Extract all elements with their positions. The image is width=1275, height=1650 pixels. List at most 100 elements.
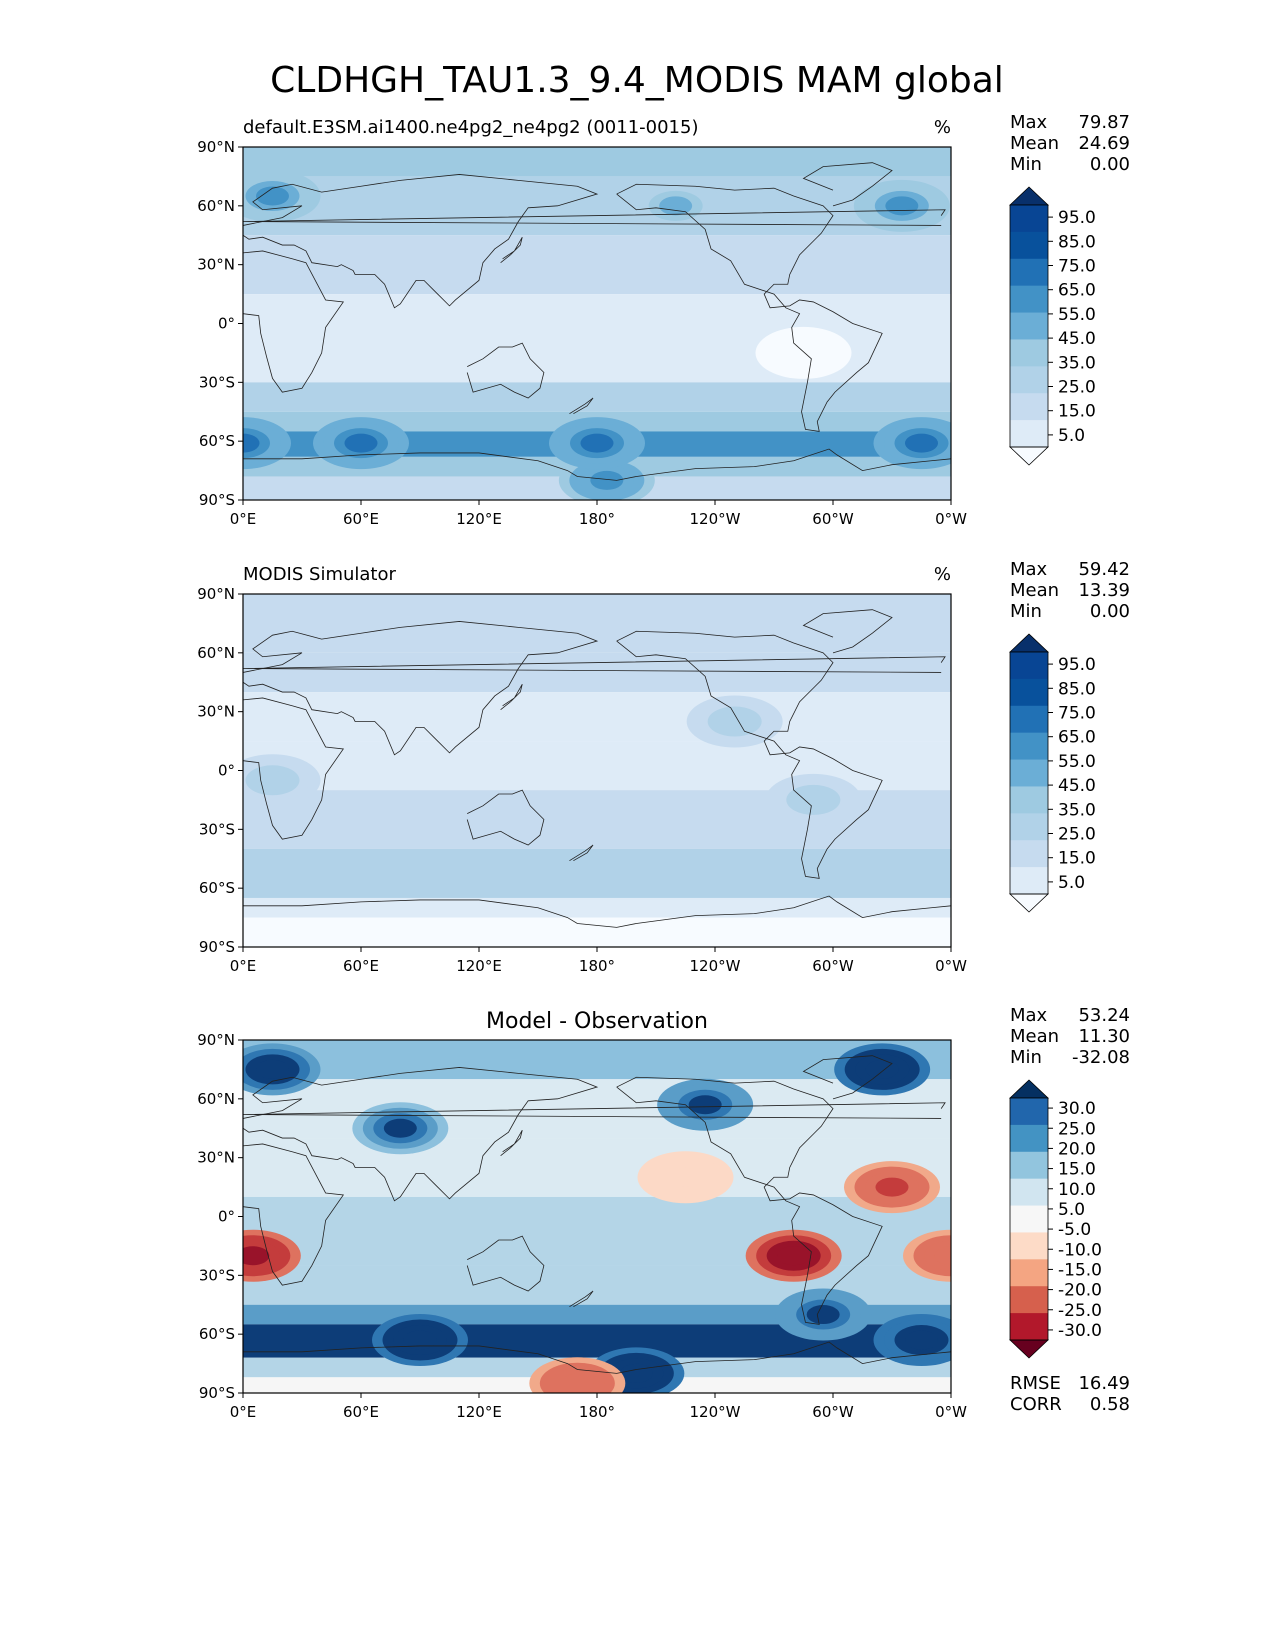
coastline-3-2 xyxy=(243,1067,599,1202)
lat-band-3-1 xyxy=(243,1040,951,1080)
panel-title-3: Model - Observation xyxy=(486,1009,708,1034)
colorbar-label-1-9: 15.0 xyxy=(1058,402,1096,422)
coastline-1-6 xyxy=(802,162,893,207)
panel-units-2: % xyxy=(934,564,951,585)
colorbar-label-1-6: 45.0 xyxy=(1058,329,1096,349)
coastline-3-8 xyxy=(500,1130,523,1157)
lon-tick-label-3-5: 120°W xyxy=(690,1403,741,1421)
colorbar-segment-1-5 xyxy=(1010,312,1048,340)
colorbar-segment-3-9 xyxy=(1010,1313,1048,1341)
anomaly-blob-1-4 xyxy=(590,470,624,490)
colorbar-top-extend-3 xyxy=(1008,1079,1050,1099)
lat-tick-label-3-2: 60°N xyxy=(197,1090,235,1108)
colorbar-label-2-1: 95.0 xyxy=(1058,655,1096,675)
colorbar-segment-2-4 xyxy=(1010,732,1048,761)
coastline-3-7 xyxy=(569,1290,594,1308)
lat-tick-label-2-2: 60°N xyxy=(197,644,235,662)
lon-tick-label-2-2: 60°E xyxy=(343,957,379,975)
colorbar-segment-2-2 xyxy=(1010,678,1048,707)
anomaly-blob-3-3 xyxy=(688,1095,722,1115)
colorbar-top-extend-1 xyxy=(1008,186,1050,206)
anomaly-blob-1-2 xyxy=(659,196,693,216)
extra-stat-value-1: 16.49 xyxy=(1078,1373,1130,1394)
colorbar-label-1-8: 25.0 xyxy=(1058,378,1096,398)
stat-label-1-2: Mean xyxy=(1010,133,1059,154)
coastline-1-3 xyxy=(466,342,545,399)
anomaly-blob-3-12 xyxy=(875,1177,909,1197)
lat-tick-label-1-7: 90°S xyxy=(199,491,235,509)
coastline-1-5 xyxy=(243,448,951,481)
lon-tick-label-3-2: 60°E xyxy=(343,1403,379,1421)
lat-band-3-4 xyxy=(243,1196,951,1266)
colorbar-segment-3-1 xyxy=(1010,1098,1048,1126)
anomaly-blob-2-1 xyxy=(718,711,752,731)
colorbar-segment-2-8 xyxy=(1010,840,1048,868)
coastline-1-2 xyxy=(243,174,599,309)
lat-tick-label-3-6: 60°S xyxy=(199,1325,235,1343)
lat-band-2-7 xyxy=(243,897,951,918)
panel-title-2: MODIS Simulator xyxy=(243,564,396,585)
stat-value-1-2: 24.69 xyxy=(1078,133,1130,154)
anomaly-blob-3-8 xyxy=(806,1305,840,1325)
lon-tick-label-3-7: 0°W xyxy=(935,1403,967,1421)
coastline-2-5 xyxy=(243,895,951,928)
colorbar-segment-1-1 xyxy=(1010,205,1048,233)
colorbar-segment-2-3 xyxy=(1010,705,1048,734)
colorbar-label-2-10: 5.0 xyxy=(1058,873,1085,893)
colorbar-segment-2-7 xyxy=(1010,813,1048,841)
lat-band-2-6 xyxy=(243,848,951,898)
colorbar-label-2-8: 25.0 xyxy=(1058,825,1096,845)
colorbar-segment-1-3 xyxy=(1010,258,1048,287)
lon-tick-label-1-7: 0°W xyxy=(935,510,967,528)
colorbar-segment-1-2 xyxy=(1010,231,1048,260)
colorbar-segment-2-9 xyxy=(1010,867,1048,895)
panel-title-1: default.E3SM.ai1400.ne4pg2_ne4pg2 (0011-… xyxy=(243,117,698,138)
lat-tick-label-2-6: 60°S xyxy=(199,879,235,897)
colorbar-label-3-4: 15.0 xyxy=(1058,1160,1096,1180)
anomaly-blob-3-7 xyxy=(905,1330,938,1350)
colorbar-label-3-5: 10.0 xyxy=(1058,1180,1096,1200)
lat-band-1-4 xyxy=(243,294,951,383)
lat-band-2-2 xyxy=(243,652,951,693)
colorbar-segment-1-8 xyxy=(1010,393,1048,421)
anomaly-blob-3-11 xyxy=(777,1246,811,1266)
colorbar-label-3-12: -30.0 xyxy=(1058,1321,1102,1341)
lat-band-1-5 xyxy=(243,382,951,412)
coastline-3-9 xyxy=(243,1102,946,1119)
colorbar-label-3-6: 5.0 xyxy=(1058,1200,1085,1220)
stat-label-3-3: Min xyxy=(1010,1047,1042,1068)
colorbar-segment-3-6 xyxy=(1010,1232,1048,1260)
lat-tick-label-1-2: 60°N xyxy=(197,197,235,215)
coastline-2-6 xyxy=(802,609,893,654)
anomaly-blob-3-9 xyxy=(243,1246,270,1266)
stat-value-3-1: 53.24 xyxy=(1078,1005,1130,1026)
coastline-1-1 xyxy=(243,250,345,393)
colorbar-label-3-2: 25.0 xyxy=(1058,1119,1096,1139)
colorbar-label-3-8: -10.0 xyxy=(1058,1240,1102,1260)
colorbar-bottom-extend-1 xyxy=(1008,446,1050,466)
colorbar-label-1-2: 85.0 xyxy=(1058,232,1096,252)
colorbar-frame-2 xyxy=(1009,651,1049,895)
colorbar-segment-3-2 xyxy=(1010,1124,1048,1153)
lon-tick-label-1-5: 120°W xyxy=(690,510,741,528)
lat-band-2-8 xyxy=(243,917,951,947)
anomaly-blob-3-14 xyxy=(560,1373,594,1393)
lon-tick-label-1-3: 120°E xyxy=(456,510,502,528)
figure-title: CLDHGH_TAU1.3_9.4_MODIS MAM global xyxy=(270,60,1004,101)
coastline-2-7 xyxy=(569,844,594,862)
anomaly-blob-3-6 xyxy=(403,1330,437,1350)
lat-tick-label-1-6: 60°S xyxy=(199,432,235,450)
stat-label-2-3: Min xyxy=(1010,601,1042,622)
colorbar-label-3-10: -20.0 xyxy=(1058,1281,1102,1301)
lat-tick-label-2-3: 30°N xyxy=(197,703,235,721)
colorbar-segment-2-5 xyxy=(1010,759,1048,787)
lat-tick-label-3-5: 30°S xyxy=(199,1266,235,1284)
anomaly-blob-1-8 xyxy=(905,433,938,453)
stat-value-3-2: 11.30 xyxy=(1078,1026,1130,1047)
colorbar-label-1-7: 35.0 xyxy=(1058,353,1096,373)
colorbar-segment-3-5 xyxy=(1010,1205,1048,1233)
lat-tick-label-1-1: 90°N xyxy=(197,138,235,156)
colorbar-label-2-7: 35.0 xyxy=(1058,800,1096,820)
colorbar-label-1-1: 95.0 xyxy=(1058,208,1096,228)
colorbar-segment-1-9 xyxy=(1010,420,1048,448)
